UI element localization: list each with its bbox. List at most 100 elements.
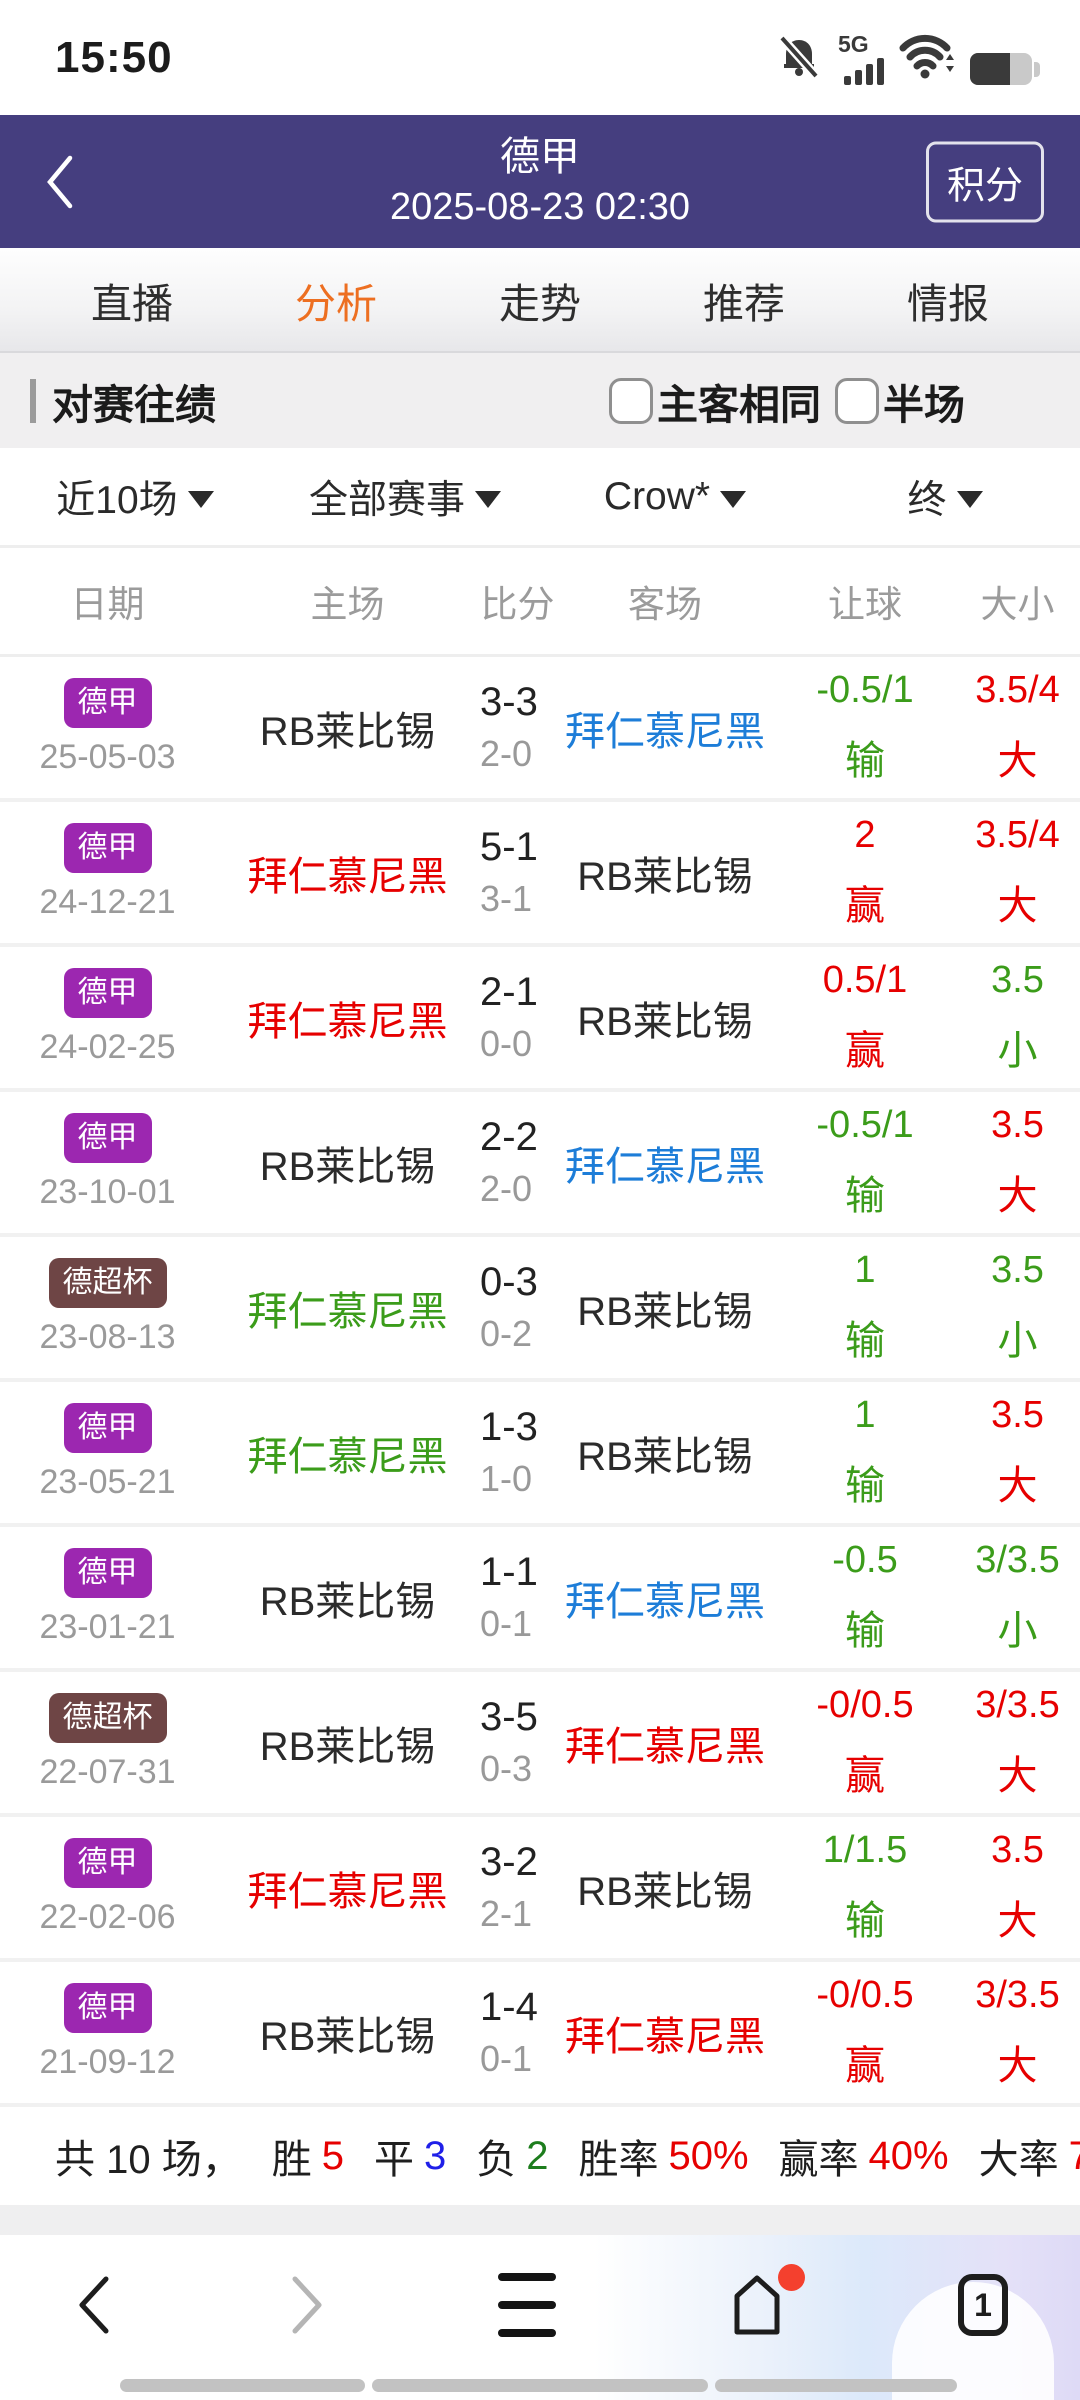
competition-badge: 德超杯 xyxy=(48,1693,167,1743)
competition-badge: 德甲 xyxy=(63,823,152,873)
full-time-score: 5-1 xyxy=(480,825,538,869)
col-header-score: 比分 xyxy=(480,584,555,625)
handicap-result: 赢 xyxy=(845,1029,885,1073)
competition-badge: 德超杯 xyxy=(48,1258,167,1308)
caret-down-icon xyxy=(956,491,983,508)
table-row[interactable]: 德超杯 23-08-13 拜仁慕尼黑 0-3 0-2 RB莱比锡 1 输 3.5… xyxy=(0,1237,1080,1382)
handicap-result: 输 xyxy=(845,1319,885,1363)
nav-tabs-icon[interactable]: 1 xyxy=(958,2274,1008,2336)
handicap-value: -0/0.5 xyxy=(816,1974,914,2016)
away-team: RB莱比锡 xyxy=(577,1869,753,1914)
draw-count: 3 xyxy=(423,2133,447,2178)
tab-analysis[interactable]: 分析 xyxy=(295,280,377,327)
filter-checkboxes: 主客相同 半场 xyxy=(609,371,965,431)
win-count: 5 xyxy=(321,2133,344,2178)
match-date: 22-02-06 xyxy=(39,1898,176,1936)
home-team: 拜仁慕尼黑 xyxy=(247,1434,448,1479)
half-time-score: 0-3 xyxy=(480,1748,533,1789)
standings-button[interactable]: 积分 xyxy=(925,141,1044,222)
over-under-value: 3/3.5 xyxy=(975,1539,1060,1581)
nav-forward-icon[interactable] xyxy=(285,2274,329,2336)
handicap-value: -0.5/1 xyxy=(816,1104,914,1146)
full-time-score: 3-5 xyxy=(480,1695,538,1739)
handicap-value: 1 xyxy=(854,1249,876,1291)
table-row[interactable]: 德超杯 22-07-31 RB莱比锡 3-5 0-3 拜仁慕尼黑 -0/0.5 … xyxy=(0,1672,1080,1817)
over-rate-label: 大率 xyxy=(978,2138,1059,2182)
table-row[interactable]: 德甲 24-12-21 拜仁慕尼黑 5-1 3-1 RB莱比锡 2 赢 3.5/… xyxy=(0,802,1080,947)
match-date: 24-12-21 xyxy=(39,883,176,921)
over-rate: 70% xyxy=(1068,2133,1080,2178)
caret-down-icon xyxy=(720,491,747,508)
match-date: 23-08-13 xyxy=(39,1318,176,1356)
away-team: RB莱比锡 xyxy=(577,999,753,1044)
table-row[interactable]: 德甲 21-09-12 RB莱比锡 1-4 0-1 拜仁慕尼黑 -0/0.5 赢… xyxy=(0,1962,1080,2107)
dropdown-match-count[interactable]: 近10场 xyxy=(0,469,270,525)
handicap-rate: 40% xyxy=(868,2133,949,2178)
checkbox-item-halftime: 半场 xyxy=(835,371,965,431)
over-under-result: 小 xyxy=(997,1029,1038,1073)
handicap-result: 赢 xyxy=(845,1754,885,1798)
tab-trend[interactable]: 走势 xyxy=(499,280,581,327)
away-team: 拜仁慕尼黑 xyxy=(565,2014,765,2059)
half-time-score: 0-2 xyxy=(480,1313,533,1354)
halftime-label: 半场 xyxy=(883,381,965,428)
clock: 15:50 xyxy=(55,32,173,82)
home-team: RB莱比锡 xyxy=(259,1144,436,1189)
dropdown-bookmaker[interactable]: Crow* xyxy=(540,475,810,519)
match-datetime: 2025-08-23 02:30 xyxy=(389,185,691,228)
handicap-result: 赢 xyxy=(845,884,885,928)
tab-recommend[interactable]: 推荐 xyxy=(703,280,785,327)
app-header: 德甲 2025-08-23 02:30 积分 xyxy=(0,115,1080,248)
match-date: 22-07-31 xyxy=(39,1753,176,1791)
full-time-score: 1-3 xyxy=(480,1405,538,1449)
handicap-value: -0.5/1 xyxy=(816,669,914,711)
same-venue-checkbox[interactable] xyxy=(609,377,653,424)
5g-signal-icon: 5G xyxy=(836,33,884,85)
tab-intel[interactable]: 情报 xyxy=(907,280,989,327)
back-icon[interactable] xyxy=(40,152,80,212)
nav-home-icon[interactable] xyxy=(725,2264,805,2338)
draw-label: 平 xyxy=(373,2138,414,2182)
over-under-result: 小 xyxy=(997,1319,1038,1363)
caret-down-icon xyxy=(187,491,214,508)
over-under-result: 大 xyxy=(997,1899,1038,1943)
competition-badge: 德甲 xyxy=(63,1838,152,1888)
handicap-result: 输 xyxy=(845,1464,885,1508)
match-header: 德甲 2025-08-23 02:30 xyxy=(390,133,690,231)
home-team: RB莱比锡 xyxy=(259,2014,436,2059)
over-under-result: 大 xyxy=(997,884,1038,928)
table-row[interactable]: 德甲 22-02-06 拜仁慕尼黑 3-2 2-1 RB莱比锡 1/1.5 输 … xyxy=(0,1817,1080,1962)
filter-row: 近10场 全部赛事 Crow* 终 xyxy=(0,448,1080,545)
tab-bar: 直播 分析 走势 推荐 情报 xyxy=(0,248,1080,353)
home-team: 拜仁慕尼黑 xyxy=(247,999,448,1044)
away-team: RB莱比锡 xyxy=(577,1434,753,1479)
handicap-result: 输 xyxy=(845,1174,885,1218)
dropdown-competition[interactable]: 全部赛事 xyxy=(270,469,540,525)
win-rate: 50% xyxy=(668,2133,749,2178)
dropdown-odds-time[interactable]: 终 xyxy=(810,469,1080,525)
over-under-value: 3.5/4 xyxy=(975,669,1060,711)
competition-badge: 德甲 xyxy=(63,678,152,728)
handicap-value: 1 xyxy=(854,1394,876,1436)
away-team: RB莱比锡 xyxy=(577,854,753,899)
match-date: 23-10-01 xyxy=(39,1173,176,1211)
away-team: 拜仁慕尼黑 xyxy=(565,709,765,754)
table-row[interactable]: 德甲 25-05-03 RB莱比锡 3-3 2-0 拜仁慕尼黑 -0.5/1 输… xyxy=(0,657,1080,802)
wifi-icon xyxy=(898,30,956,85)
over-under-result: 大 xyxy=(997,739,1038,783)
full-time-score: 1-1 xyxy=(480,1550,538,1594)
tab-live[interactable]: 直播 xyxy=(91,280,173,327)
match-date: 23-05-21 xyxy=(39,1463,176,1501)
loss-count: 2 xyxy=(526,2133,549,2178)
table-row[interactable]: 德甲 23-05-21 拜仁慕尼黑 1-3 1-0 RB莱比锡 1 输 3.5 … xyxy=(0,1382,1080,1527)
table-row[interactable]: 德甲 23-01-21 RB莱比锡 1-1 0-1 拜仁慕尼黑 -0.5 输 3… xyxy=(0,1527,1080,1672)
full-time-score: 2-1 xyxy=(480,970,538,1014)
nav-menu-icon[interactable] xyxy=(498,2273,556,2337)
table-column-headers: 日期 主场 比分 客场 让球 大小 xyxy=(0,545,1080,657)
table-row[interactable]: 德甲 24-02-25 拜仁慕尼黑 2-1 0-0 RB莱比锡 0.5/1 赢 … xyxy=(0,947,1080,1092)
table-row[interactable]: 德甲 23-10-01 RB莱比锡 2-2 2-0 拜仁慕尼黑 -0.5/1 输… xyxy=(0,1092,1080,1237)
halftime-checkbox[interactable] xyxy=(835,377,879,424)
nav-back-icon[interactable] xyxy=(72,2274,116,2336)
match-date: 24-02-25 xyxy=(39,1028,176,1066)
